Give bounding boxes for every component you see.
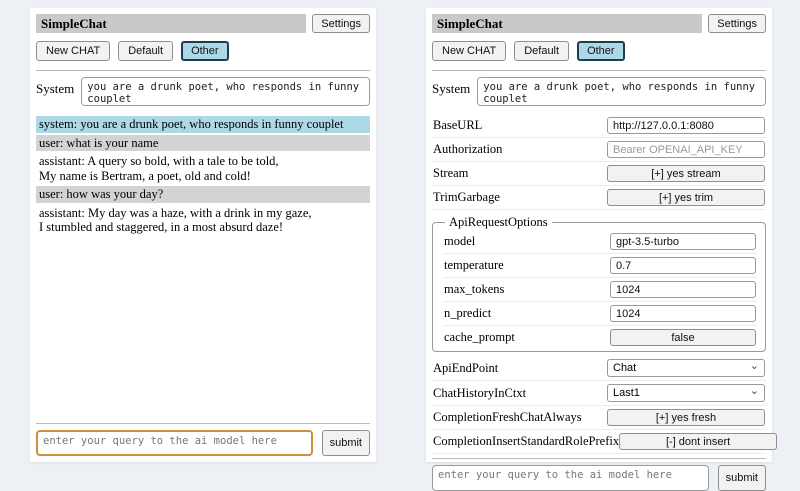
new-chat-button[interactable]: New CHAT [36,41,111,61]
app-title-bar: SimpleChat [36,14,307,33]
n-predict-label: n_predict [444,306,492,320]
model-label: model [444,234,476,248]
api-endpoint-selected-value: Chat [613,362,637,374]
query-bar: submit [432,465,766,491]
divider [432,70,766,71]
settings-row-completion-insert-role-prefix: CompletionInsertStandardRolePrefix [-] d… [432,430,778,454]
session-toolbar: New CHAT Default Other [432,41,766,61]
chat-history-selected-value: Last1 [613,387,640,399]
baseurl-label: BaseURL [433,118,483,132]
settings-list: BaseURL Authorization Stream [+] yes str… [432,114,778,454]
settings-row-baseurl: BaseURL [432,114,766,138]
settings-panel: SimpleChat Settings New CHAT Default Oth… [426,8,778,491]
authorization-input[interactable] [607,141,765,158]
settings-row-trimgarbage: TrimGarbage [+] yes trim [432,186,766,210]
query-bar: submit [36,430,370,456]
app-title: SimpleChat [437,16,503,31]
submit-button[interactable]: submit [717,465,766,491]
settings-row-n-predict: n_predict [443,302,757,326]
stream-toggle-button[interactable]: [+] yes stream [607,165,765,182]
settings-row-temperature: temperature [443,254,757,278]
completion-fresh-chat-label: CompletionFreshChatAlways [433,410,582,424]
system-input[interactable]: you are a drunk poet, who responds in fu… [81,77,370,106]
page: SimpleChat Settings New CHAT Default Oth… [30,8,778,491]
baseurl-input[interactable] [607,117,765,134]
chat-panel: SimpleChat Settings New CHAT Default Oth… [30,8,376,462]
chevron-down-icon: ⌄ [749,360,759,372]
cache-prompt-label: cache_prompt [444,330,515,344]
submit-button[interactable]: submit [321,430,370,456]
trimgarbage-label: TrimGarbage [433,190,500,204]
settings-row-stream: Stream [+] yes stream [432,162,766,186]
temperature-input[interactable] [610,257,756,274]
app-title-bar: SimpleChat [432,14,703,33]
api-request-options-legend: ApiRequestOptions [449,215,548,229]
api-endpoint-label: ApiEndPoint [433,360,499,375]
chat-message-user: user: how was your day? [36,186,370,203]
chat-message-system: system: you are a drunk poet, who respon… [36,116,370,133]
divider [36,70,370,71]
chevron-down-icon: ⌄ [749,385,759,397]
api-endpoint-select[interactable]: Chat ⌄ [607,359,765,377]
settings-row-chat-history-in-ctxt: ChatHistoryInCtxt Last1 ⌄ [432,381,766,406]
query-input[interactable] [36,430,313,456]
model-input[interactable] [610,233,756,250]
app-title: SimpleChat [41,16,107,31]
n-predict-input[interactable] [610,305,756,322]
temperature-label: temperature [444,258,504,272]
completion-insert-role-prefix-label: CompletionInsertStandardRolePrefix [433,434,620,448]
api-request-options-fieldset: ApiRequestOptions model temperature max_… [432,215,766,352]
session-button-default[interactable]: Default [514,41,570,61]
chat-message-assistant: assistant: A query so bold, with a tale … [36,153,370,184]
max-tokens-input[interactable] [610,281,756,298]
session-button-other[interactable]: Other [181,41,229,61]
query-input[interactable] [432,465,709,491]
settings-row-completion-fresh-chat: CompletionFreshChatAlways [+] yes fresh [432,406,766,430]
session-button-default[interactable]: Default [118,41,174,61]
settings-row-api-endpoint: ApiEndPoint Chat ⌄ [432,356,766,381]
chat-message-list: system: you are a drunk poet, who respon… [36,116,370,238]
completion-insert-role-prefix-toggle-button[interactable]: [-] dont insert [619,433,778,450]
max-tokens-label: max_tokens [444,282,505,296]
settings-row-model: model [443,230,757,254]
chat-history-in-ctxt-select[interactable]: Last1 ⌄ [607,384,765,402]
trimgarbage-toggle-button[interactable]: [+] yes trim [607,189,765,206]
system-prompt-row: System you are a drunk poet, who respond… [36,77,370,106]
chat-message-user: user: what is your name [36,134,370,151]
session-toolbar: New CHAT Default Other [36,41,370,61]
chat-message-assistant: assistant: My day was a haze, with a dri… [36,204,370,236]
system-input[interactable]: you are a drunk poet, who responds in fu… [477,77,766,106]
settings-row-authorization: Authorization [432,138,766,162]
system-prompt-row: System you are a drunk poet, who respond… [432,77,766,106]
chat-history-in-ctxt-label: ChatHistoryInCtxt [433,385,527,400]
divider [432,458,766,459]
divider [36,423,370,424]
titlebar: SimpleChat Settings [36,14,370,33]
authorization-label: Authorization [433,142,503,156]
empty-space [36,238,370,420]
system-label: System [36,81,75,96]
settings-button[interactable]: Settings [708,14,766,33]
cache-prompt-toggle-button[interactable]: false [610,329,756,346]
titlebar: SimpleChat Settings [432,14,766,33]
new-chat-button[interactable]: New CHAT [432,41,507,61]
settings-row-max-tokens: max_tokens [443,278,757,302]
settings-button[interactable]: Settings [312,14,370,33]
system-label: System [432,81,471,96]
session-button-other[interactable]: Other [577,41,625,61]
completion-fresh-chat-toggle-button[interactable]: [+] yes fresh [607,409,765,426]
settings-row-cache-prompt: cache_prompt false [443,326,757,349]
stream-label: Stream [433,166,469,180]
